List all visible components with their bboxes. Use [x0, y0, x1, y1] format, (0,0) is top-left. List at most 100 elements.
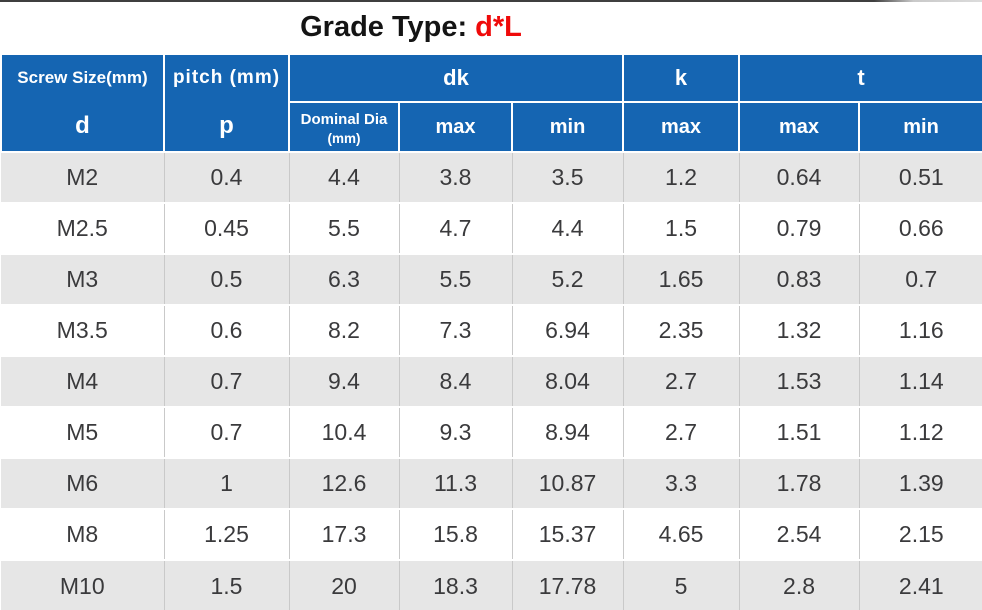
screw-spec-table: Screw Size(mm) d pitch (mm) p dk k t Dom…: [0, 53, 982, 610]
cell-p: 1.5: [163, 559, 289, 610]
header-dk-min: min: [510, 101, 625, 153]
cell-p: 0.7: [163, 355, 289, 407]
table-row-m2: M2 0.4 4.4 3.8 3.5 1.2 0.64 0.51: [1, 151, 982, 203]
cell-t-min: 1.16: [858, 304, 982, 356]
cell-dk-max: 15.8: [398, 508, 512, 560]
cell-dk-min: 15.37: [511, 508, 624, 560]
cell-p: 1.25: [163, 508, 289, 560]
cell-p: 0.5: [163, 253, 289, 305]
header-dk-max: max: [398, 101, 513, 153]
cell-t-max: 1.78: [738, 457, 860, 509]
header-t-max: max: [738, 101, 861, 153]
screw-size-label: Screw Size(mm): [17, 68, 148, 87]
cell-t-min: 0.7: [858, 253, 982, 305]
cell-t-min: 0.66: [858, 202, 982, 254]
p-label: p: [219, 112, 234, 139]
cell-dk-nominal: 6.3: [288, 253, 399, 305]
cell-dk-min: 6.94: [511, 304, 624, 356]
cell-t-max: 0.79: [738, 202, 860, 254]
cell-dk-max: 18.3: [398, 559, 512, 610]
cell-dk-min: 4.4: [511, 202, 624, 254]
header-group-k: k: [622, 53, 741, 103]
cell-k-max: 5: [622, 559, 740, 610]
cell-t-min: 2.15: [858, 508, 982, 560]
cell-t-min: 1.12: [858, 406, 982, 458]
table-row-m8: M8 1.25 17.3 15.8 15.37 4.65 2.54 2.15: [1, 508, 982, 560]
header-t-min: min: [858, 101, 982, 153]
cell-d: M5: [1, 406, 164, 458]
cell-dk-nominal: 8.2: [288, 304, 399, 356]
cell-t-min: 1.39: [858, 457, 982, 509]
cell-dk-max: 3.8: [398, 151, 512, 203]
cell-d: M3: [1, 253, 164, 305]
cell-dk-nominal: 9.4: [288, 355, 399, 407]
table-row-m2-5: M2.5 0.45 5.5 4.7 4.4 1.5 0.79 0.66: [1, 202, 982, 254]
cell-t-max: 2.8: [738, 559, 860, 610]
cell-dk-nominal: 4.4: [288, 151, 399, 203]
header-nominal-dia: Dominal Dia (mm): [288, 101, 400, 153]
page-title: Grade Type: d*L: [0, 2, 902, 53]
cell-k-max: 1.2: [622, 151, 740, 203]
cell-dk-max: 4.7: [398, 202, 512, 254]
pitch-label: pitch (mm): [172, 67, 281, 88]
header-screw-size: Screw Size(mm) d: [0, 53, 165, 153]
header-pitch: pitch (mm) p: [163, 53, 290, 153]
cell-k-max: 3.3: [622, 457, 740, 509]
cell-dk-nominal: 10.4: [288, 406, 399, 458]
cell-k-max: 1.5: [622, 202, 740, 254]
table-header: Screw Size(mm) d pitch (mm) p dk k t Dom…: [0, 53, 982, 153]
cell-dk-nominal: 5.5: [288, 202, 399, 254]
header-row-groups: Screw Size(mm) d pitch (mm) p dk k t: [0, 53, 982, 153]
cell-t-max: 2.54: [738, 508, 860, 560]
cell-t-min: 1.14: [858, 355, 982, 407]
cell-dk-min: 17.78: [511, 559, 624, 610]
cell-d: M3.5: [1, 304, 164, 356]
cell-p: 1: [163, 457, 289, 509]
cell-d: M8: [1, 508, 164, 560]
cell-t-max: 0.83: [738, 253, 860, 305]
cell-dk-min: 10.87: [511, 457, 624, 509]
cell-dk-nominal: 17.3: [288, 508, 399, 560]
cell-t-max: 1.53: [738, 355, 860, 407]
cell-p: 0.45: [163, 202, 289, 254]
nominal-dia-line1: Dominal Dia: [300, 110, 388, 128]
header-row-sub: Dominal Dia (mm) max min max max min: [1, 101, 982, 153]
cell-d: M6: [1, 457, 164, 509]
table-row-m5: M5 0.7 10.4 9.3 8.94 2.7 1.51 1.12: [1, 406, 982, 458]
title-grade-type: Grade Type:: [300, 11, 468, 43]
cell-t-max: 0.64: [738, 151, 860, 203]
cell-dk-min: 3.5: [511, 151, 624, 203]
d-label: d: [75, 112, 90, 139]
cell-d: M2.5: [1, 202, 164, 254]
cell-p: 0.6: [163, 304, 289, 356]
table-row-m3: M3 0.5 6.3 5.5 5.2 1.65 0.83 0.7: [1, 253, 982, 305]
cell-t-max: 1.32: [738, 304, 860, 356]
cell-k-max: 2.7: [622, 406, 740, 458]
cell-k-max: 2.35: [622, 304, 740, 356]
header-group-dk: dk: [287, 53, 625, 103]
cell-dk-nominal: 12.6: [288, 457, 399, 509]
cell-d: M10: [1, 559, 164, 610]
table-row-m10: M10 1.5 20 18.3 17.78 5 2.8 2.41: [1, 559, 982, 610]
cell-k-max: 2.7: [622, 355, 740, 407]
cell-dk-min: 5.2: [511, 253, 624, 305]
table-body: M2 0.4 4.4 3.8 3.5 1.2 0.64 0.51 M2.5 0.…: [1, 151, 982, 610]
cell-dk-nominal: 20: [288, 559, 399, 610]
cell-p: 0.4: [163, 151, 289, 203]
cell-t-min: 0.51: [858, 151, 982, 203]
cell-dk-min: 8.94: [511, 406, 624, 458]
table-row-m3-5: M3.5 0.6 8.2 7.3 6.94 2.35 1.32 1.16: [1, 304, 982, 356]
cell-t-max: 1.51: [738, 406, 860, 458]
cell-t-min: 2.41: [858, 559, 982, 610]
cell-dk-max: 5.5: [398, 253, 512, 305]
cell-k-max: 1.65: [622, 253, 740, 305]
cell-dk-max: 8.4: [398, 355, 512, 407]
cell-d: M4: [1, 355, 164, 407]
table-row-m4: M4 0.7 9.4 8.4 8.04 2.7 1.53 1.14: [1, 355, 982, 407]
top-border-line: [0, 0, 982, 2]
cell-p: 0.7: [163, 406, 289, 458]
cell-dk-max: 7.3: [398, 304, 512, 356]
cell-k-max: 4.65: [622, 508, 740, 560]
header-group-t: t: [738, 53, 982, 103]
cell-dk-max: 9.3: [398, 406, 512, 458]
